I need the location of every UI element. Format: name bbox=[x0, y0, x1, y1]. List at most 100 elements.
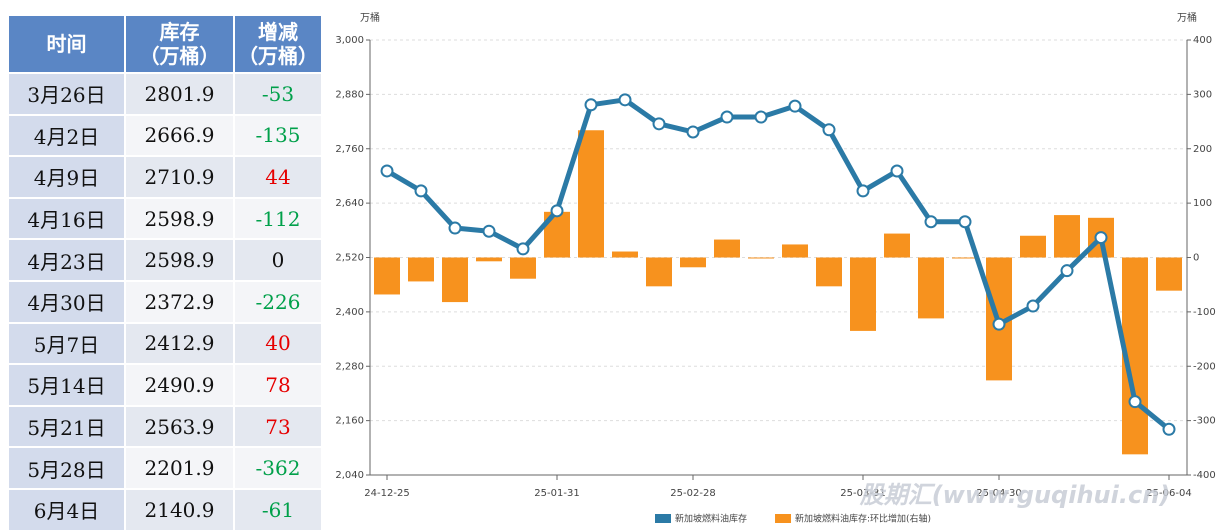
point bbox=[414, 184, 428, 198]
table-row: 4月16日 2598.9 -112 bbox=[9, 198, 321, 239]
date-cell: 5月28日 bbox=[9, 448, 124, 488]
change-cell: -53 bbox=[235, 74, 321, 114]
bar bbox=[714, 239, 740, 258]
x-tick-label: 25-03-31 bbox=[840, 488, 885, 499]
table-row: 4月23日 2598.9 0 bbox=[9, 240, 321, 280]
change-cell: -135 bbox=[235, 115, 321, 156]
point bbox=[788, 99, 802, 113]
date-cell: 4月9日 bbox=[9, 157, 124, 197]
table-row: 6月4日 2140.9 -61 bbox=[9, 489, 321, 530]
header-text: （万桶） bbox=[139, 44, 220, 68]
change-cell: 78 bbox=[235, 365, 321, 405]
y-tick-label: 2,400 bbox=[335, 307, 364, 318]
table-body: 3月26日 2801.9 -53 4月2日 2666.9 -135 4月9日 2710.9 44… bbox=[9, 74, 321, 530]
table-row: 4月2日 2666.9 -135 bbox=[9, 115, 321, 156]
header-text: （万桶） bbox=[238, 44, 318, 68]
inventory-cell: 2140.9 bbox=[126, 489, 233, 530]
legend-label: 新加坡燃料油库存:环比增加(右轴) bbox=[795, 513, 931, 525]
y-tick-label: 2,760 bbox=[335, 144, 364, 155]
bar bbox=[680, 257, 706, 268]
y2-tick-label: 100 bbox=[1193, 198, 1212, 209]
header-cell: 增减 （万桶） bbox=[235, 16, 321, 72]
bar bbox=[408, 257, 434, 282]
y-tick-label: 3,000 bbox=[335, 35, 364, 46]
change-cell: 0 bbox=[235, 240, 321, 280]
change-cell: -226 bbox=[235, 281, 321, 322]
y-tick-label: 2,520 bbox=[335, 253, 364, 264]
bar bbox=[782, 244, 808, 258]
x-tick-label: 25-04-30 bbox=[976, 488, 1021, 499]
header-cell: 时间 bbox=[9, 16, 124, 72]
inventory-cell: 2710.9 bbox=[126, 157, 233, 197]
change-cell: 40 bbox=[235, 323, 321, 364]
bar bbox=[476, 257, 502, 262]
point bbox=[924, 215, 938, 229]
point bbox=[890, 164, 904, 178]
table-row: 5月14日 2490.9 78 bbox=[9, 365, 321, 405]
point bbox=[652, 117, 666, 131]
y2-tick-label: -400 bbox=[1193, 470, 1216, 481]
y-tick-label: 2,640 bbox=[335, 198, 364, 209]
point bbox=[584, 98, 598, 112]
point bbox=[992, 317, 1006, 331]
point bbox=[482, 224, 496, 238]
y-unit: 万桶 bbox=[360, 11, 380, 24]
watermark: 股期汇(www.guqihui.cn) bbox=[859, 481, 1171, 509]
inventory-cell: 2666.9 bbox=[126, 115, 233, 156]
point bbox=[618, 93, 632, 107]
point bbox=[1060, 264, 1074, 278]
point bbox=[1128, 395, 1142, 409]
bar bbox=[952, 257, 978, 259]
y2-tick-label: -100 bbox=[1193, 307, 1216, 318]
table-row: 4月30日 2372.9 -226 bbox=[9, 281, 321, 322]
legend-label: 新加坡燃料油库存 bbox=[675, 513, 747, 525]
change-cell: 44 bbox=[235, 157, 321, 197]
point bbox=[1094, 231, 1108, 245]
y-tick-label: 2,880 bbox=[335, 89, 364, 100]
bar bbox=[578, 130, 604, 258]
table-row: 5月28日 2201.9 -362 bbox=[9, 448, 321, 488]
y2-tick-label: 0 bbox=[1193, 253, 1199, 264]
inventory-cell: 2201.9 bbox=[126, 448, 233, 488]
bar bbox=[646, 257, 672, 287]
date-cell: 4月16日 bbox=[9, 198, 124, 239]
point bbox=[550, 204, 564, 218]
date-cell: 5月14日 bbox=[9, 365, 124, 405]
point bbox=[1026, 299, 1040, 313]
bar bbox=[442, 257, 468, 303]
y-tick-label: 2,160 bbox=[335, 416, 364, 427]
inventory-cell: 2598.9 bbox=[126, 198, 233, 239]
legend-swatch bbox=[655, 514, 671, 523]
legend-swatch bbox=[775, 514, 792, 523]
bar bbox=[612, 251, 638, 258]
table-row: 3月26日 2801.9 -53 bbox=[9, 74, 321, 114]
bar bbox=[918, 257, 944, 319]
inventory-table: 时间 库存 （万桶） 增减 （万桶） 3月26日 2801.9 -53 4月2日 2666.9 -1… bbox=[7, 14, 323, 532]
bar bbox=[884, 233, 910, 258]
table-row: 4月9日 2710.9 44 bbox=[9, 157, 321, 197]
change-cell: -362 bbox=[235, 448, 321, 488]
inventory-cell: 2801.9 bbox=[126, 74, 233, 114]
point bbox=[380, 164, 394, 178]
header-text: 库存 bbox=[159, 20, 200, 44]
y-tick-label: 2,280 bbox=[335, 361, 364, 372]
inventory-cell: 2412.9 bbox=[126, 323, 233, 364]
inventory-cell: 2372.9 bbox=[126, 281, 233, 322]
point bbox=[958, 215, 972, 229]
y-tick-label: 2,040 bbox=[335, 470, 364, 481]
y2-tick-label: -300 bbox=[1193, 416, 1216, 427]
change-cell: -61 bbox=[235, 489, 321, 530]
bar bbox=[374, 257, 400, 295]
date-cell: 6月4日 bbox=[9, 489, 124, 530]
bar bbox=[1156, 257, 1182, 291]
bar bbox=[1054, 215, 1080, 258]
inventory-cell: 2598.9 bbox=[126, 240, 233, 280]
date-cell: 5月21日 bbox=[9, 406, 124, 447]
x-tick-label: 25-06-04 bbox=[1146, 488, 1191, 499]
bar bbox=[816, 257, 842, 287]
y2-unit: 万桶 bbox=[1177, 11, 1197, 24]
table-row: 5月21日 2563.9 73 bbox=[9, 406, 321, 447]
date-cell: 5月7日 bbox=[9, 323, 124, 364]
point bbox=[822, 123, 836, 137]
